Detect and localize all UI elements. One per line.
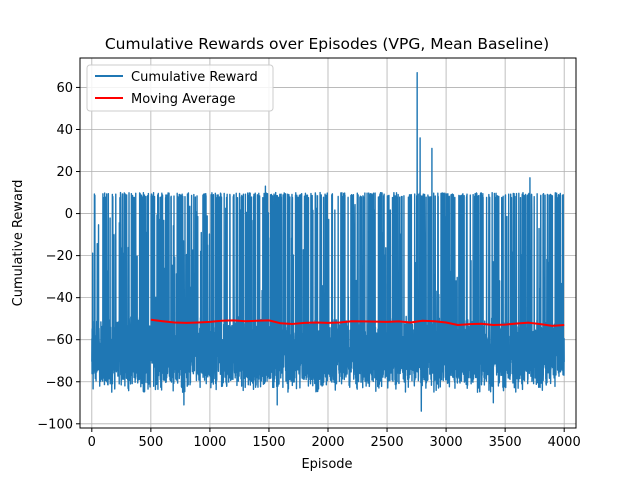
x-tick-label: 1000 [193,435,226,450]
x-tick-label: 3000 [430,435,463,450]
y-tick-label: −60 [46,333,73,348]
y-axis-label: Cumulative Reward [11,180,26,307]
y-tick-label: −40 [46,291,73,306]
y-tick-label: 40 [56,123,73,138]
x-axis-label: Episode [301,457,352,472]
y-tick-label: 20 [56,165,73,180]
y-tick-label: 0 [65,207,73,222]
legend-box [86,64,274,112]
x-tick-label: 4000 [548,435,581,450]
legend: Cumulative Reward Moving Average [86,64,274,112]
x-tick-label: 1500 [252,435,285,450]
legend-label-cumulative-reward: Cumulative Reward [131,70,258,85]
y-tick-label: 60 [56,81,73,96]
x-tick-label: 2500 [371,435,404,450]
y-tick-label: −20 [46,249,73,264]
x-tick-label: 3500 [489,435,522,450]
series-moving-average [150,318,565,327]
x-tick-label: 500 [138,435,163,450]
legend-label-moving-average: Moving Average [131,92,235,107]
plot-area [91,72,565,412]
x-tick-label: 2000 [311,435,344,450]
series-cumulative-reward [91,72,565,412]
x-tick-label: 0 [88,435,96,450]
chart-title: Cumulative Rewards over Episodes (VPG, M… [105,35,549,53]
y-tick-label: −100 [37,417,73,432]
y-tick-label: −80 [46,375,73,390]
axis-ticks: 0 500 1000 1500 2000 2500 3000 3500 4000 −100 −80 −… [37,81,580,450]
